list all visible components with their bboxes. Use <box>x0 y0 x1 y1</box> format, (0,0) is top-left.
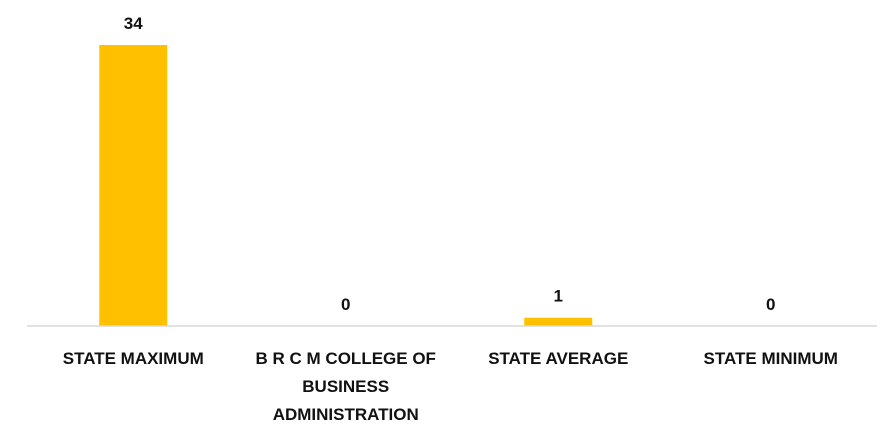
category-label-0: STATE MAXIMUM <box>63 349 204 368</box>
bar-0 <box>99 45 168 326</box>
data-label-2: 1 <box>554 287 563 306</box>
category-label-line: BUSINESS <box>302 377 389 396</box>
category-label-3: STATE MINIMUM <box>704 349 838 368</box>
value-labels-layer: 34 0 1 0 <box>124 14 776 314</box>
category-label-line: B R C M COLLEGE OF <box>256 349 436 368</box>
category-label-line: STATE AVERAGE <box>488 349 628 368</box>
category-labels-layer: STATE MAXIMUM B R C M COLLEGE OF BUSINESS A… <box>63 349 838 424</box>
data-label-3: 0 <box>766 295 775 314</box>
category-label-line: STATE MINIMUM <box>704 349 838 368</box>
data-label-1: 0 <box>341 295 350 314</box>
bar-2 <box>524 317 593 326</box>
category-label-1: B R C M COLLEGE OF BUSINESS ADMINISTRATION <box>256 349 436 424</box>
category-label-line: STATE MAXIMUM <box>63 349 204 368</box>
data-label-0: 34 <box>124 14 143 33</box>
category-label-2: STATE AVERAGE <box>488 349 628 368</box>
bars-layer <box>99 45 593 326</box>
category-label-line: ADMINISTRATION <box>273 405 419 424</box>
